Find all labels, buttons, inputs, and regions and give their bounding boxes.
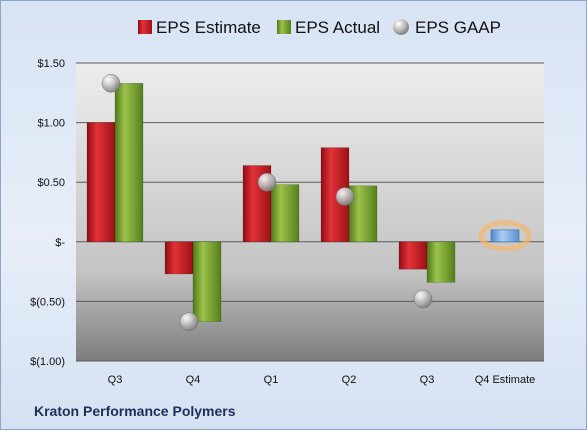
bar-eps-actual — [270, 184, 300, 243]
plot-area — [76, 63, 544, 361]
estimate-highlight — [478, 220, 532, 252]
y-tick-label: $0.50 — [37, 177, 65, 189]
point-eps-gaap — [101, 74, 121, 93]
bar-q4-estimate — [490, 229, 520, 243]
x-tick-label: Q4 Estimate — [475, 374, 536, 386]
legend-item-eps-estimate: EPS Estimate — [138, 18, 261, 37]
x-tick-label: Q3 — [108, 374, 123, 386]
legend-item-eps-actual: EPS Actual — [277, 18, 380, 37]
bar-eps-estimate — [398, 241, 428, 270]
bar-eps-actual — [426, 241, 456, 283]
y-tick-label: $1.50 — [37, 58, 65, 70]
x-axis: Q3 Q4 Q1 Q2 Q3 Q4 Estimate — [108, 374, 536, 386]
legend-swatch-eps-estimate — [138, 20, 152, 34]
y-tick-label: $(1.00) — [30, 356, 65, 368]
bar-eps-actual — [114, 82, 144, 243]
y-tick-label: $(0.50) — [30, 296, 65, 308]
company-name: Kraton Performance Polymers — [34, 403, 236, 419]
y-tick-label: $1.00 — [37, 118, 65, 130]
legend-swatch-eps-gaap — [393, 19, 409, 35]
gridlines — [76, 62, 544, 362]
legend-label-eps-estimate: EPS Estimate — [156, 18, 261, 37]
point-eps-gaap — [179, 312, 199, 331]
x-tick-label: Q2 — [342, 374, 357, 386]
legend-swatch-eps-actual — [277, 20, 291, 34]
x-tick-label: Q1 — [264, 374, 279, 386]
bar-eps-estimate — [86, 122, 116, 243]
x-tick-label: Q3 — [420, 374, 435, 386]
gaap-points — [101, 74, 433, 331]
y-axis: $1.50 $1.00 $0.50 $- $(0.50) $(1.00) — [30, 58, 65, 368]
point-eps-gaap — [413, 289, 433, 309]
bar-eps-actual — [192, 241, 222, 322]
bars — [86, 82, 532, 322]
legend-item-eps-gaap: EPS GAAP — [393, 18, 501, 37]
x-tick-label: Q4 — [186, 374, 201, 386]
legend: EPS Estimate EPS Actual EPS GAAP — [138, 18, 501, 37]
legend-label-eps-gaap: EPS GAAP — [415, 18, 501, 37]
y-tick-label: $- — [55, 237, 65, 249]
legend-label-eps-actual: EPS Actual — [295, 18, 380, 37]
point-eps-gaap — [257, 172, 277, 192]
point-eps-gaap — [335, 187, 355, 206]
bar-eps-estimate — [164, 241, 194, 275]
